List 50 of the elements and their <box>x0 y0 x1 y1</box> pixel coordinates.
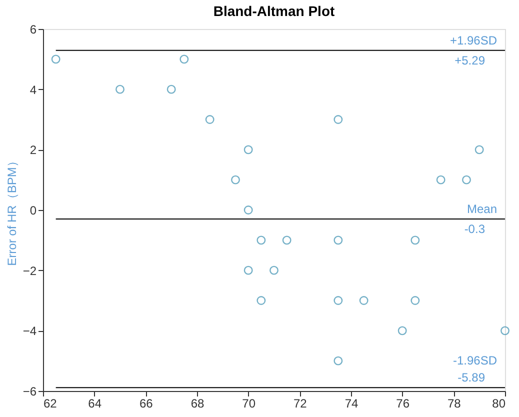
ref-line-label: Mean <box>466 202 497 216</box>
y-tick-label: −6 <box>22 384 37 398</box>
point <box>334 115 343 124</box>
y-tick-label: 6 <box>30 22 37 36</box>
x-tick-label: 66 <box>139 396 154 410</box>
chart-title: Bland-Altman Plot <box>213 3 335 19</box>
annotation: -5.89 <box>458 370 486 385</box>
point <box>270 266 278 275</box>
annotation: -0.3 <box>464 222 486 236</box>
point <box>51 54 60 64</box>
point <box>410 236 420 245</box>
y-tick-label: 4 <box>30 82 37 97</box>
point <box>180 54 189 64</box>
point <box>462 175 471 184</box>
y-tick-label: −4 <box>22 324 37 338</box>
point <box>205 115 214 124</box>
point <box>256 236 266 245</box>
annotation: +5.29 <box>454 53 486 68</box>
point <box>244 145 253 154</box>
point <box>359 296 368 305</box>
x-tick-label: 78 <box>447 396 462 410</box>
point <box>436 175 446 184</box>
y-axis-title: Error of HR（BPM） <box>4 155 19 266</box>
x-tick-label: 62 <box>44 396 58 410</box>
x-tick-label: 72 <box>293 396 308 410</box>
point <box>166 84 176 94</box>
y-tick-label: 2 <box>30 143 37 158</box>
y-tick-label: 0 <box>30 204 37 218</box>
point <box>500 326 510 336</box>
point <box>474 145 484 154</box>
x-tick-label: 68 <box>190 396 204 410</box>
y-tick-label: −2 <box>22 264 37 278</box>
point <box>244 206 253 214</box>
point <box>244 266 253 275</box>
point <box>282 236 292 245</box>
x-tick-label: 64 <box>88 396 102 410</box>
point <box>334 356 343 366</box>
x-tick-label: 80 <box>492 396 506 410</box>
ref-line-label: -1.96SD <box>452 354 498 368</box>
point <box>334 236 343 245</box>
point <box>334 296 343 305</box>
x-tick-label: 76 <box>396 396 410 410</box>
point <box>231 175 240 184</box>
point <box>410 296 420 305</box>
point <box>256 296 266 305</box>
point <box>116 84 124 94</box>
point <box>398 326 407 336</box>
ref-line-label: +1.96SD <box>450 33 498 48</box>
x-tick-label: 70 <box>242 396 256 410</box>
x-tick-label: 74 <box>344 396 358 410</box>
